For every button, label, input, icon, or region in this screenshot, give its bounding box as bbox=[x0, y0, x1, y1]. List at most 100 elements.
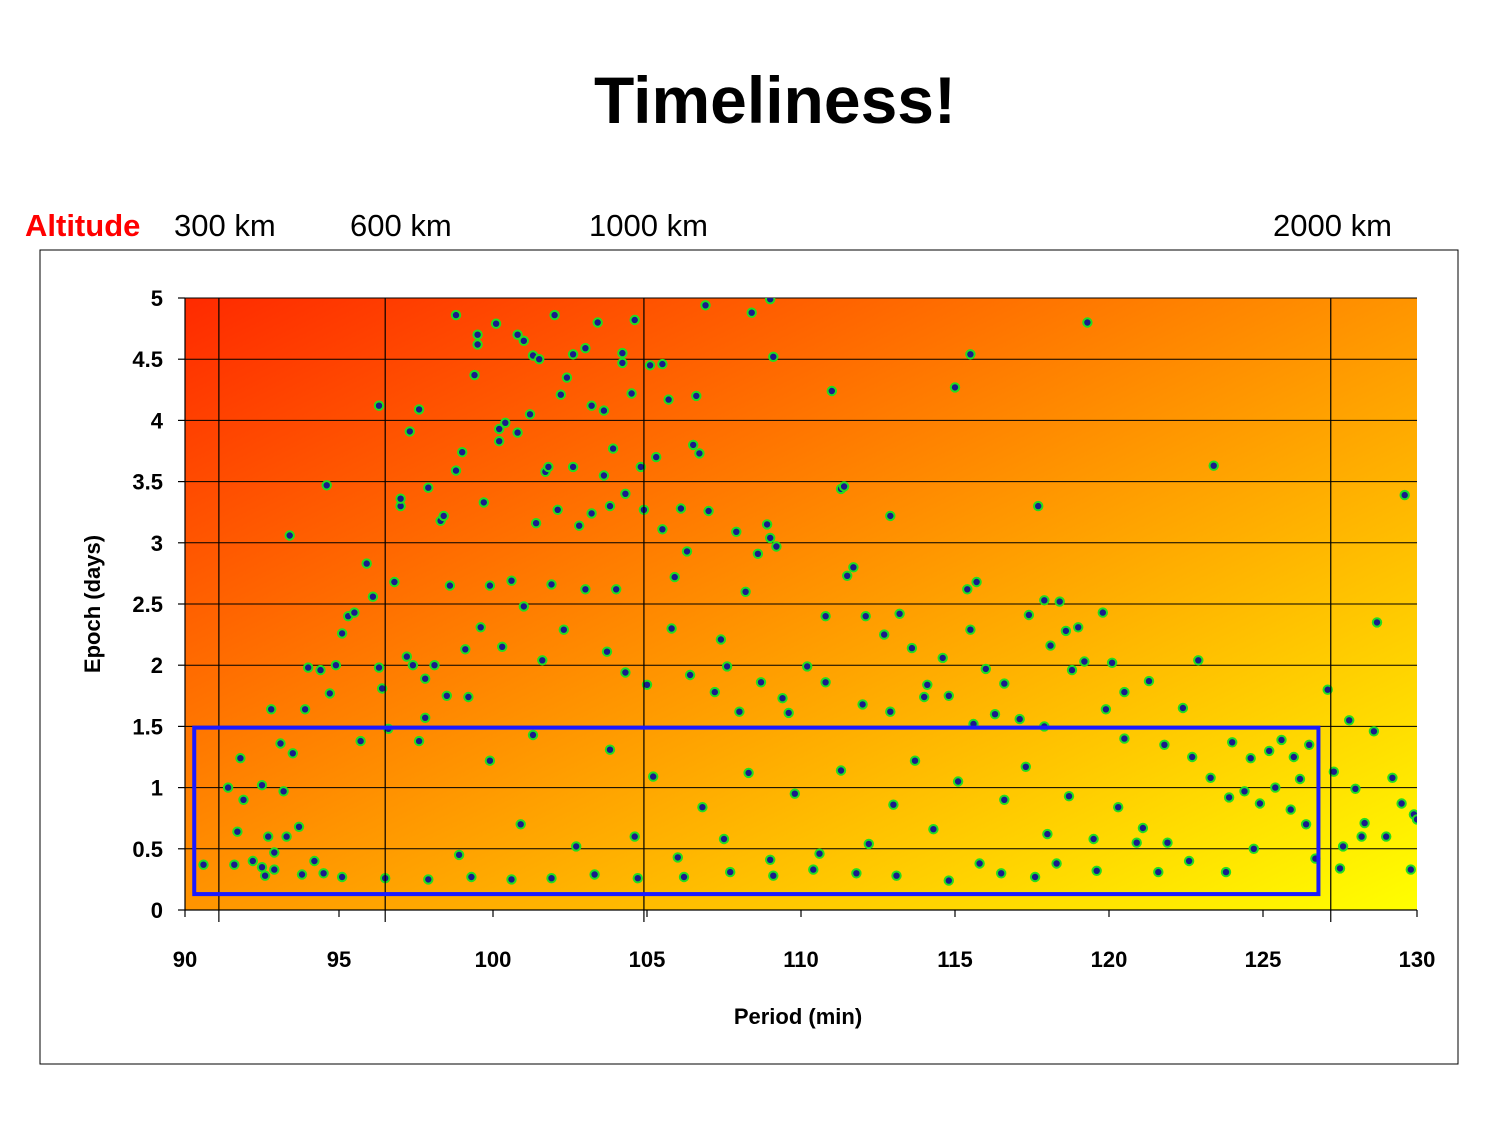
data-point bbox=[715, 634, 727, 645]
data-point bbox=[1334, 863, 1346, 874]
data-point bbox=[989, 709, 1001, 720]
data-point bbox=[681, 546, 693, 557]
x-tick-label: 120 bbox=[1091, 947, 1128, 972]
data-point bbox=[860, 611, 871, 622]
data-point bbox=[552, 504, 563, 515]
data-point bbox=[1344, 715, 1355, 726]
data-point bbox=[376, 683, 388, 694]
data-point bbox=[814, 848, 825, 859]
data-point bbox=[743, 767, 754, 779]
data-point bbox=[321, 480, 332, 491]
data-point bbox=[571, 841, 582, 852]
data-point bbox=[1270, 782, 1281, 793]
data-point bbox=[293, 821, 305, 832]
data-point bbox=[1387, 772, 1398, 783]
data-point bbox=[857, 699, 868, 710]
data-point bbox=[672, 852, 683, 863]
data-point bbox=[515, 819, 526, 830]
data-point bbox=[1227, 737, 1238, 748]
data-point bbox=[546, 579, 557, 590]
data-point bbox=[469, 369, 480, 381]
data-point bbox=[980, 663, 991, 675]
slide-title: Timeliness! bbox=[594, 63, 956, 137]
x-tick-label: 110 bbox=[783, 947, 819, 972]
data-point bbox=[885, 706, 896, 717]
data-point bbox=[675, 503, 687, 514]
data-point bbox=[808, 864, 819, 875]
data-point bbox=[657, 358, 668, 370]
data-point bbox=[635, 461, 646, 473]
y-tick-label: 3 bbox=[151, 531, 163, 556]
data-point bbox=[835, 765, 847, 776]
data-point bbox=[1051, 858, 1062, 869]
data-point bbox=[457, 447, 468, 458]
data-point bbox=[315, 664, 326, 676]
data-point bbox=[1359, 817, 1370, 829]
data-point bbox=[586, 508, 597, 519]
data-point bbox=[663, 394, 674, 405]
data-point bbox=[580, 343, 591, 354]
data-point bbox=[478, 497, 489, 508]
data-point bbox=[648, 771, 659, 782]
y-tick-label: 2 bbox=[151, 653, 163, 678]
data-point bbox=[537, 655, 548, 666]
data-point bbox=[1208, 460, 1219, 471]
data-point bbox=[589, 869, 600, 880]
data-point bbox=[789, 788, 800, 799]
data-point bbox=[1371, 617, 1383, 628]
data-point bbox=[718, 833, 730, 845]
data-point bbox=[1162, 837, 1173, 848]
data-point bbox=[842, 570, 853, 581]
data-point bbox=[309, 855, 320, 867]
data-point bbox=[641, 679, 653, 690]
data-point bbox=[746, 307, 757, 318]
data-point bbox=[494, 423, 505, 435]
data-point bbox=[1356, 831, 1367, 842]
data-point bbox=[238, 794, 249, 805]
data-point bbox=[266, 704, 277, 715]
data-point bbox=[820, 611, 831, 622]
data-point bbox=[472, 339, 483, 350]
data-point bbox=[1079, 656, 1090, 667]
data-point bbox=[629, 314, 640, 326]
data-point bbox=[494, 436, 505, 447]
data-point bbox=[965, 349, 976, 360]
altitude-caption: Altitude bbox=[25, 208, 141, 243]
data-point bbox=[598, 470, 610, 481]
data-point bbox=[943, 875, 954, 886]
y-tick-label: 0 bbox=[151, 898, 163, 923]
data-point bbox=[1054, 596, 1065, 607]
data-point bbox=[620, 667, 631, 678]
data-point bbox=[423, 874, 434, 885]
data-point bbox=[598, 405, 610, 416]
data-point bbox=[1029, 871, 1041, 883]
y-tick-label: 3.5 bbox=[132, 470, 163, 495]
data-point bbox=[1060, 625, 1072, 637]
altitude-label-2000km: 2000 km bbox=[1273, 208, 1392, 243]
data-point bbox=[1276, 734, 1287, 746]
altitude-label-600km: 600 km bbox=[350, 208, 452, 243]
y-tick-label: 4.5 bbox=[132, 347, 163, 372]
data-point bbox=[1399, 489, 1410, 501]
data-point bbox=[678, 871, 690, 883]
data-point bbox=[1304, 739, 1315, 750]
data-point bbox=[604, 744, 616, 755]
data-point bbox=[1368, 726, 1380, 737]
x-tick-label: 125 bbox=[1245, 947, 1282, 972]
data-point bbox=[1113, 802, 1124, 813]
data-point bbox=[586, 400, 597, 411]
data-point bbox=[611, 584, 622, 595]
data-point bbox=[838, 481, 850, 492]
data-point bbox=[626, 388, 637, 399]
data-point bbox=[460, 644, 471, 655]
data-point bbox=[567, 349, 579, 360]
data-point bbox=[943, 690, 954, 701]
data-point bbox=[1187, 751, 1198, 763]
data-point bbox=[620, 488, 631, 499]
data-point bbox=[802, 661, 813, 672]
data-point bbox=[928, 824, 939, 835]
data-point bbox=[971, 576, 982, 588]
y-tick-label: 1.5 bbox=[132, 714, 163, 739]
x-tick-label: 130 bbox=[1399, 947, 1436, 972]
y-tick-label: 1 bbox=[151, 776, 163, 801]
